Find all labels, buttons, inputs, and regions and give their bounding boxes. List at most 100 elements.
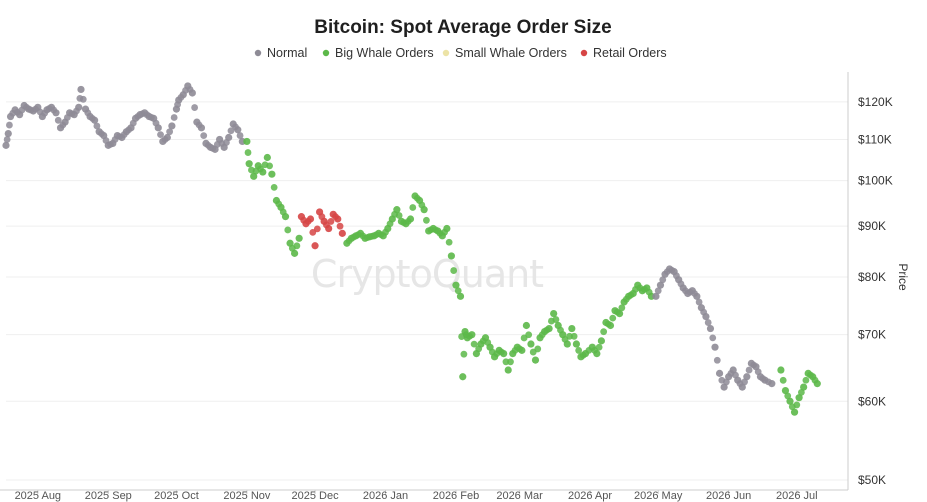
x-tick-label: 2026 Feb	[433, 490, 479, 502]
data-point-normal	[745, 366, 753, 374]
data-point-normal	[704, 319, 712, 326]
data-point-big	[244, 149, 252, 156]
data-point-big	[293, 242, 301, 250]
data-point-retail	[306, 215, 315, 223]
data-point-big	[797, 388, 805, 396]
data-point-big	[527, 340, 535, 348]
data-point-big	[295, 234, 303, 242]
data-point-normal	[656, 281, 665, 289]
y-tick-label: $80K	[858, 270, 886, 284]
data-point-big	[406, 215, 415, 223]
data-point-normal	[659, 276, 667, 284]
data-point-normal	[234, 126, 242, 134]
data-point-big	[263, 153, 271, 162]
data-point-normal	[236, 132, 244, 139]
data-point-big	[593, 349, 601, 358]
data-points	[2, 82, 821, 416]
data-point-big	[270, 183, 278, 191]
data-point-big	[600, 328, 608, 336]
data-point-retail	[334, 215, 342, 223]
x-tick-label: 2026 Mar	[496, 490, 543, 502]
data-point-retail	[338, 229, 346, 237]
x-tick-label: 2026 Jun	[706, 490, 751, 502]
data-point-normal	[693, 292, 701, 300]
data-point-normal	[654, 287, 662, 295]
x-tick-label: 2026 Jan	[363, 490, 408, 502]
y-tick-label: $110K	[858, 132, 892, 146]
data-point-big	[531, 356, 540, 364]
data-point-big	[445, 238, 453, 246]
data-point-big	[545, 324, 553, 333]
data-point-big	[450, 267, 458, 274]
data-point-retail	[311, 242, 319, 250]
y-tick-label: $120K	[858, 95, 893, 109]
x-tick-label: 2025 Sep	[85, 490, 132, 502]
data-point-normal	[170, 114, 178, 121]
watermark-logo: CryptoQuant	[311, 252, 543, 296]
legend-label-small[interactable]: Small Whale Orders	[455, 46, 567, 60]
data-point-big	[393, 206, 401, 214]
y-axis-ticks: $120K $110K $100K $90K $80K $70K $60K $50K	[858, 95, 893, 487]
data-point-big	[597, 337, 605, 345]
data-point-normal	[79, 95, 87, 103]
data-point-big	[609, 314, 617, 322]
data-point-big	[259, 168, 267, 176]
data-point-big	[534, 345, 542, 353]
data-point-normal	[93, 122, 101, 130]
data-point-normal	[706, 324, 715, 333]
x-tick-label: 2026 Apr	[568, 490, 612, 502]
x-tick-label: 2025 Dec	[292, 490, 340, 502]
data-point-normal	[166, 128, 174, 136]
data-point-big	[500, 349, 508, 358]
data-point-big	[777, 366, 785, 374]
data-point-normal	[91, 116, 99, 124]
data-point-big	[784, 392, 792, 400]
legend-label-retail[interactable]: Retail Orders	[593, 46, 667, 60]
data-point-normal	[188, 89, 196, 97]
data-point-normal	[2, 141, 10, 149]
y-tick-label: $60K	[858, 394, 886, 408]
legend: Normal Big Whale Orders Small Whale Orders…	[254, 46, 667, 60]
data-point-big	[595, 343, 603, 351]
data-point-big	[793, 401, 801, 409]
data-point-big	[786, 397, 794, 405]
data-point-big	[781, 386, 790, 395]
x-axis-ticks: 2025 Aug 2025 Sep 2025 Oct 2025 Nov 2025 Dec…	[15, 490, 818, 502]
data-point-big	[459, 373, 467, 381]
data-point-normal	[191, 104, 199, 111]
data-point-big	[575, 347, 583, 354]
data-point-retail	[325, 224, 333, 233]
data-point-big	[552, 316, 560, 323]
data-point-retail	[336, 222, 344, 230]
chart-title: Bitcoin: Spot Average Order Size	[314, 17, 611, 38]
data-point-big	[447, 252, 456, 260]
data-point-big	[268, 170, 276, 178]
data-point-big	[615, 310, 624, 318]
data-point-big	[456, 292, 465, 300]
y-axis-title: Price	[896, 263, 910, 291]
y-tick-label: $50K	[858, 473, 886, 487]
data-point-normal	[4, 130, 12, 138]
data-point-normal	[768, 380, 776, 388]
y-tick-label: $70K	[858, 328, 886, 342]
data-point-big	[563, 340, 571, 348]
data-point-big	[606, 321, 615, 330]
data-point-normal	[6, 121, 13, 129]
legend-label-normal[interactable]: Normal	[267, 46, 307, 60]
data-point-normal	[168, 122, 176, 130]
legend-label-big[interactable]: Big Whale Orders	[335, 46, 434, 60]
data-point-big	[800, 383, 808, 391]
data-point-big	[454, 287, 462, 295]
data-point-big	[284, 226, 292, 234]
data-point-normal	[713, 356, 721, 364]
legend-marker-big	[322, 49, 330, 57]
x-tick-label: 2025 Nov	[223, 490, 271, 502]
data-point-big	[281, 213, 290, 221]
data-point-big	[518, 346, 526, 354]
data-point-retail	[313, 225, 321, 233]
data-point-normal	[200, 132, 208, 140]
data-point-normal	[702, 312, 710, 321]
data-point-normal	[225, 133, 233, 142]
